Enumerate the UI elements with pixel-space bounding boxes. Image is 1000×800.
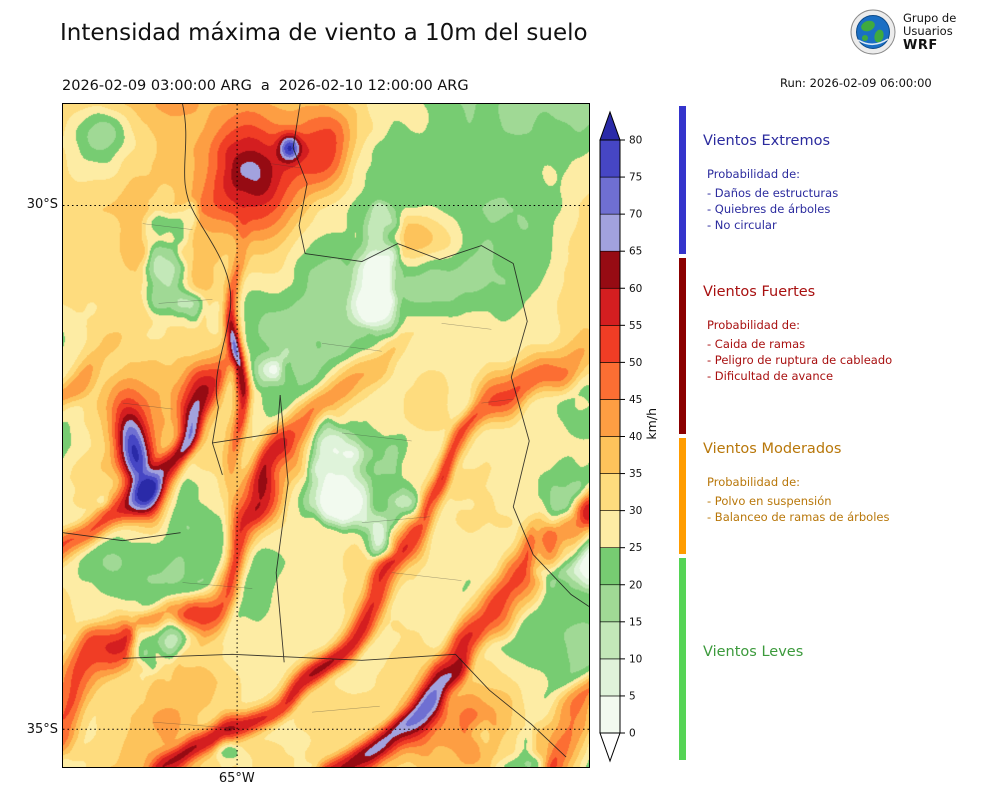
lat-label-30s: 30°S	[26, 196, 58, 212]
legend-section-extremos: Vientos Extremos Probabilidad de: - Daño…	[703, 133, 993, 233]
legend-item: - Daños de estructuras	[707, 186, 839, 200]
colorbar-unit-label: km/h	[644, 408, 659, 440]
colorbar: 0 5 10 15 20 25 30 35 40 45 50 55 60 65 70 75 80	[599, 110, 642, 763]
svg-text:0: 0	[629, 728, 636, 740]
svg-text:30: 30	[629, 505, 642, 517]
gridlines	[63, 104, 589, 767]
logo-text-line2: Usuarios	[903, 24, 953, 39]
legend-section-fuertes: Vientos Fuertes Probabilidad de: - Caida…	[703, 284, 993, 384]
svg-text:50: 50	[629, 357, 642, 369]
legend-bar-extremos	[679, 106, 686, 254]
svg-text:80: 80	[629, 135, 642, 147]
wind-map	[62, 103, 590, 768]
svg-text:25: 25	[629, 542, 642, 554]
lat-label-35s: 35°S	[26, 722, 58, 738]
legend-section-moderados: Vientos Moderados Probabilidad de: - Pol…	[703, 441, 993, 525]
legend-item: - Polvo en suspensión	[707, 494, 832, 508]
legend-title-moderados: Vientos Moderados	[703, 441, 842, 457]
period-start: 2026-02-09 03:00:00 ARG	[62, 78, 252, 94]
wrf-logo-text: Grupo de Usuarios WRF	[903, 10, 957, 53]
province-boundaries	[63, 104, 589, 758]
legend-item: - Dificultad de avance	[707, 369, 834, 383]
map-boundaries-overlay	[63, 104, 589, 767]
legend-item: - Peligro de ruptura de cableado	[707, 353, 893, 367]
svg-text:5: 5	[629, 690, 636, 702]
legend-item: - Caida de ramas	[707, 337, 806, 351]
legend-title-extremos: Vientos Extremos	[703, 133, 831, 149]
wrf-logo-globe-icon	[850, 9, 896, 55]
department-boundaries	[122, 163, 514, 729]
legend-intro: Probabilidad de:	[707, 167, 801, 181]
legend-item: - Balanceo de ramas de árboles	[707, 510, 890, 524]
legend-item: - No circular	[707, 218, 777, 232]
svg-text:70: 70	[629, 209, 642, 221]
lon-label-65w: 65°W	[218, 771, 255, 786]
legend-title-leves: Vientos Leves	[703, 644, 804, 660]
legend-section-leves: Vientos Leves	[703, 644, 993, 677]
page-title: Intensidad máxima de viento a 10m del su…	[60, 20, 588, 46]
legend-item: - Quiebres de árboles	[707, 202, 831, 216]
svg-text:40: 40	[629, 431, 642, 443]
svg-text:55: 55	[629, 320, 642, 332]
period-end: 2026-02-10 12:00:00 ARG	[278, 78, 469, 94]
period-separator: a	[260, 78, 270, 94]
legend-intro: Probabilidad de:	[707, 318, 801, 332]
svg-text:60: 60	[629, 283, 642, 295]
legend-title-fuertes: Vientos Fuertes	[703, 284, 816, 300]
run-label: Run: 2026-02-09 06:00:00	[780, 76, 932, 90]
wrf-logo: Grupo de Usuarios WRF	[850, 9, 956, 55]
legend-intro: Probabilidad de:	[707, 475, 801, 489]
legend-bar-leves	[679, 558, 686, 760]
svg-text:10: 10	[629, 653, 642, 665]
wind-field-canvas	[63, 104, 589, 767]
legend-bar-fuertes	[679, 258, 686, 434]
logo-text-line1: Grupo de	[903, 10, 957, 25]
svg-text:35: 35	[629, 468, 642, 480]
svg-text:65: 65	[629, 246, 642, 258]
legend-bar-moderados	[679, 438, 686, 554]
svg-text:75: 75	[629, 172, 642, 184]
svg-text:15: 15	[629, 616, 642, 628]
svg-text:20: 20	[629, 579, 642, 591]
svg-text:45: 45	[629, 394, 642, 406]
valid-period: 2026-02-09 03:00:00 ARG a 2026-02-10 12:00…	[62, 78, 469, 94]
logo-text-line3: WRF	[903, 37, 938, 53]
